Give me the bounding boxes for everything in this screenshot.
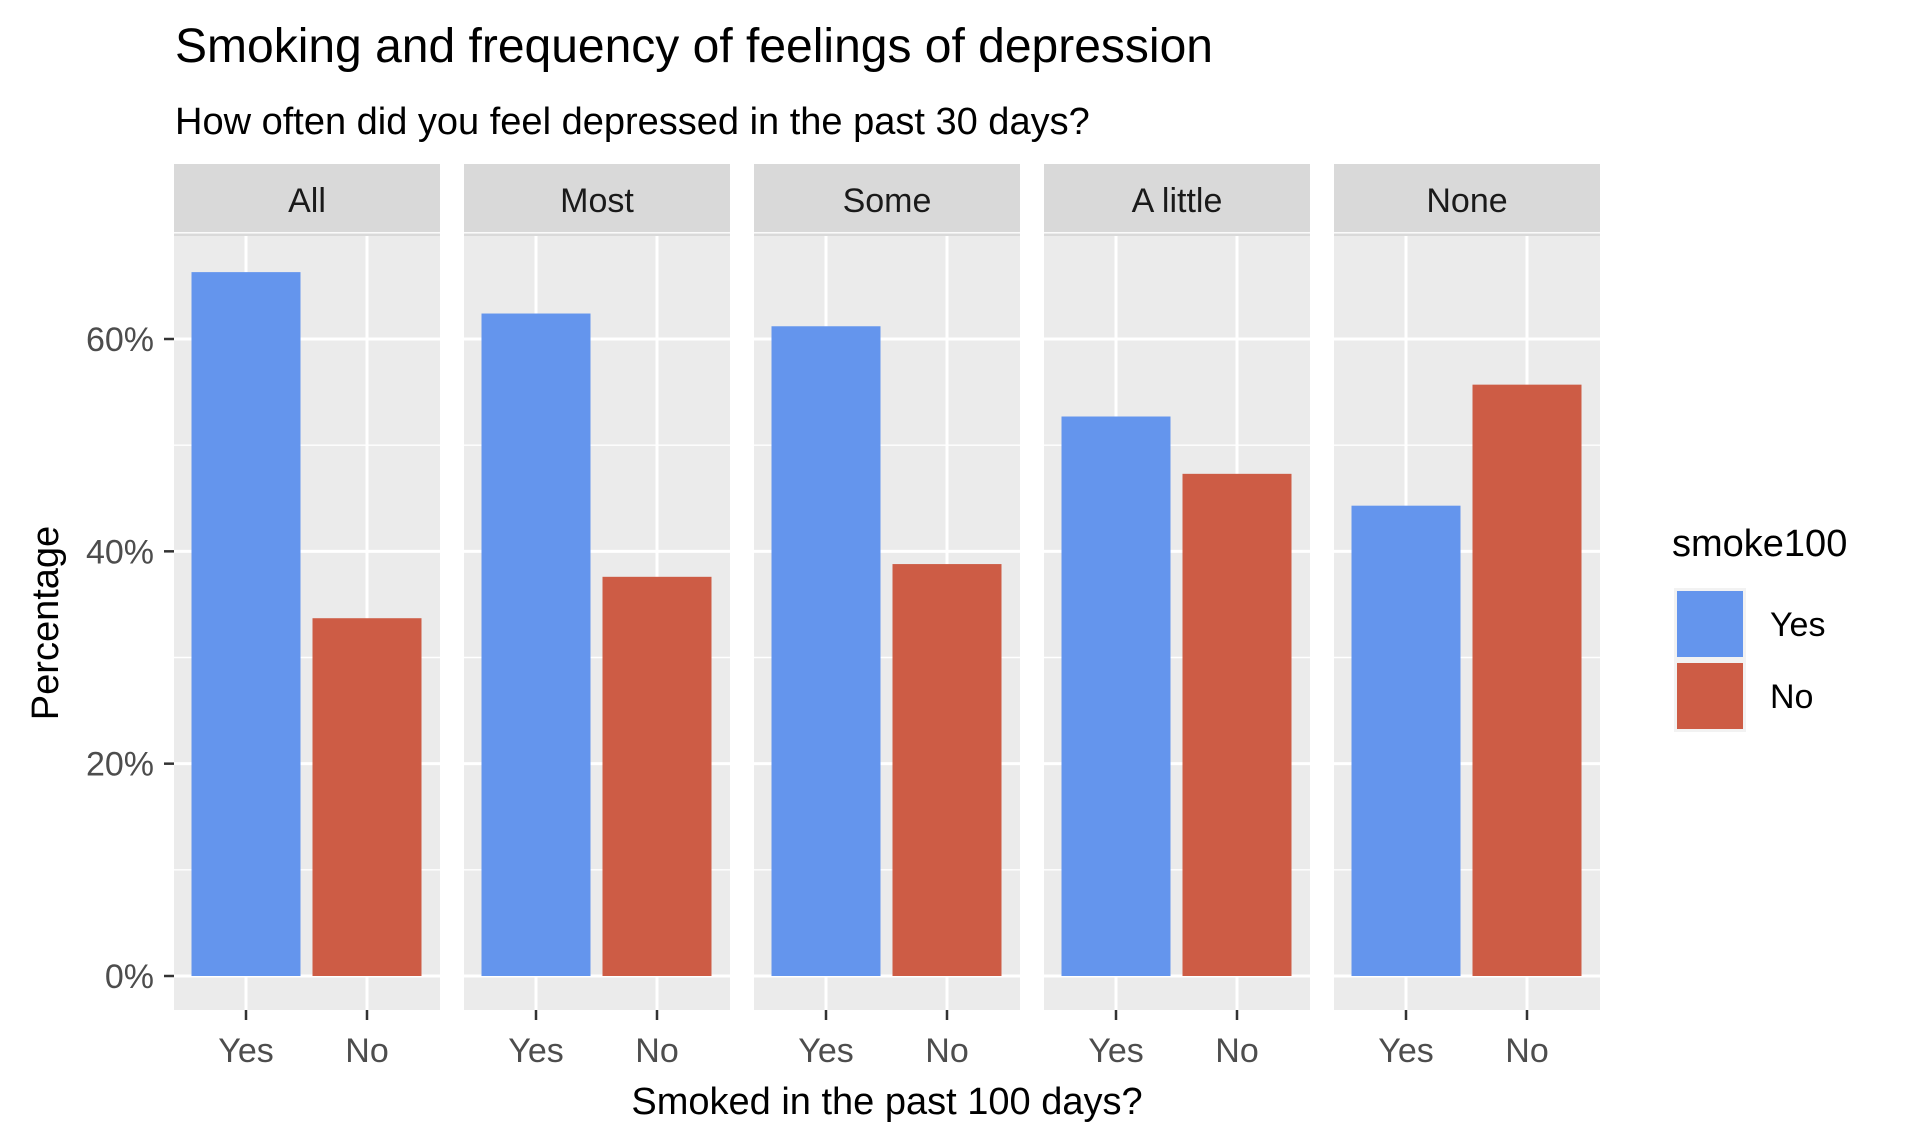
x-tick-label: No	[925, 1032, 968, 1070]
y-tick-label: 40%	[86, 533, 154, 571]
facet-panel: All Yes No	[174, 164, 440, 1070]
facet-strip-label: Some	[843, 182, 932, 220]
bar-yes	[191, 272, 301, 976]
bar-no	[312, 618, 422, 976]
facet-strip-label: All	[288, 182, 326, 220]
bar-no	[602, 576, 712, 976]
legend-title: smoke100	[1672, 523, 1847, 565]
x-tick-label: No	[1215, 1032, 1258, 1070]
bar-yes	[481, 313, 591, 976]
x-axis-label: Smoked in the past 100 days?	[631, 1081, 1142, 1123]
x-tick-label: Yes	[798, 1032, 853, 1070]
x-tick-label: Yes	[1378, 1032, 1433, 1070]
bar-no	[892, 564, 1002, 976]
x-tick-label: No	[345, 1032, 388, 1070]
x-tick-label: Yes	[218, 1032, 273, 1070]
facet-strip	[1334, 164, 1600, 236]
facet-strip-label: None	[1426, 182, 1507, 220]
legend-key-yes	[1677, 591, 1743, 657]
legend-key-no	[1677, 663, 1743, 729]
facet-strip	[754, 164, 1020, 236]
x-tick-label: Yes	[508, 1032, 563, 1070]
y-tick-label: 60%	[86, 321, 154, 359]
x-tick-label: Yes	[1088, 1032, 1143, 1070]
legend: smoke100 Yes No	[1672, 523, 1847, 732]
x-tick-label: No	[635, 1032, 678, 1070]
bar-yes	[1351, 505, 1461, 976]
y-axis: 0% 20% 40% 60%	[86, 321, 174, 996]
facet-panel: Most Yes No	[464, 164, 730, 1070]
facet-panel: None Yes No	[1334, 164, 1600, 1070]
bar-no	[1182, 473, 1292, 976]
y-tick-label: 20%	[86, 746, 154, 784]
chart-subtitle: How often did you feel depressed in the …	[175, 101, 1090, 143]
bar-yes	[771, 326, 881, 976]
facet-strip-label: Most	[560, 182, 634, 220]
facet-panel: Some Yes No	[754, 164, 1020, 1070]
facet-strip	[174, 164, 440, 236]
y-axis-label: Percentage	[25, 526, 67, 720]
bar-yes	[1061, 416, 1171, 976]
facet-panel: A little Yes No	[1044, 164, 1310, 1070]
facet-strip-label: A little	[1132, 182, 1223, 220]
chart-title: Smoking and frequency of feelings of dep…	[175, 20, 1213, 73]
legend-label: Yes	[1770, 606, 1825, 644]
legend-label: No	[1770, 678, 1813, 716]
y-tick-label: 0%	[105, 958, 154, 996]
bar-no	[1472, 384, 1582, 976]
x-tick-label: No	[1505, 1032, 1548, 1070]
facet-strip	[1044, 164, 1310, 236]
facet-strip	[464, 164, 730, 236]
